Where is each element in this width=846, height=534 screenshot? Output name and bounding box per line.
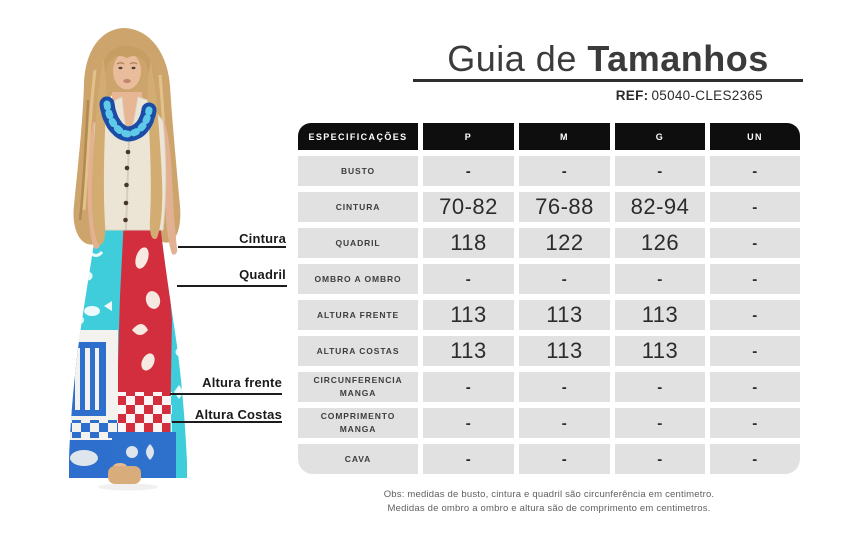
row-label-altura-costas: ALTURA COSTAS [298,336,418,366]
cell-altura-costas-un: - [710,336,800,366]
size-table: ESPECIFICAÇÕES P M G UN BUSTO - - - - CINTURA… [298,123,800,474]
cell-circunferencia-manga-m: - [519,372,610,402]
row-label-cava: CAVA [298,444,418,474]
measure-label-altura-frente: Altura frente [202,375,282,390]
cell-cava-m: - [519,444,610,474]
cell-quadril-m: 122 [519,228,610,258]
cell-cava-p: - [423,444,514,474]
col-header-un: UN [710,123,800,150]
page-title: Guia de Tamanhos [413,38,803,80]
model-shadow [98,483,158,491]
col-header-m: M [519,123,610,150]
measure-line-altura-frente [170,393,282,395]
row-label-comprimento-manga: COMPRIMENTO MANGA [298,408,418,438]
cell-circunferencia-manga-p: - [423,372,514,402]
measure-label-cintura: Cintura [239,231,286,246]
cell-comprimento-manga-m: - [519,408,610,438]
page-title-light: Guia de [447,38,588,79]
measure-label-quadril: Quadril [239,267,286,282]
cell-altura-frente-un: - [710,300,800,330]
cell-cintura-un: - [710,192,800,222]
model-face [100,46,154,104]
cell-busto-m: - [519,156,610,186]
cell-altura-costas-m: 113 [519,336,610,366]
footnote: Obs: medidas de busto, cintura e quadril… [298,488,800,516]
cell-ombro-a-ombro-un: - [710,264,800,294]
cell-altura-frente-g: 113 [615,300,705,330]
footnote-line-1: Obs: medidas de busto, cintura e quadril… [383,489,715,500]
cell-quadril-p: 118 [423,228,514,258]
col-header-p: P [423,123,514,150]
cell-ombro-a-ombro-p: - [423,264,514,294]
row-label-quadril: QUADRIL [298,228,418,258]
ref-line: REF: 05040-CLES2365 [453,88,763,103]
cell-cintura-g: 82-94 [615,192,705,222]
row-label-altura-frente: ALTURA FRENTE [298,300,418,330]
measure-line-quadril [177,285,287,287]
ref-label: REF: [615,88,649,103]
cell-busto-un: - [710,156,800,186]
cell-busto-p: - [423,156,514,186]
col-header-especificacoes: ESPECIFICAÇÕES [298,123,418,150]
title-underline [413,79,803,82]
row-label-circunferencia-manga: CIRCUNFERENCIA MANGA [298,372,418,402]
cell-altura-costas-g: 113 [615,336,705,366]
cell-quadril-un: - [710,228,800,258]
measure-line-altura-costas [172,421,282,423]
measure-line-cintura [178,246,286,248]
measure-label-altura-costas: Altura Costas [194,407,282,422]
cell-cava-un: - [710,444,800,474]
cell-cava-g: - [615,444,705,474]
cell-ombro-a-ombro-g: - [615,264,705,294]
cell-circunferencia-manga-g: - [615,372,705,402]
footnote-line-2: Medidas de ombro a ombro e altura são de… [387,502,711,514]
cell-quadril-g: 126 [615,228,705,258]
model-sandal [108,463,141,484]
row-label-busto: BUSTO [298,156,418,186]
cell-altura-frente-p: 113 [423,300,514,330]
cell-altura-costas-p: 113 [423,336,514,366]
row-label-ombro-a-ombro: OMBRO A OMBRO [298,264,418,294]
cell-comprimento-manga-g: - [615,408,705,438]
page-title-bold: Tamanhos [587,38,769,79]
col-header-g: G [615,123,705,150]
cell-comprimento-manga-un: - [710,408,800,438]
cell-circunferencia-manga-un: - [710,372,800,402]
model-photo [69,28,187,491]
row-label-cintura: CINTURA [298,192,418,222]
model-necklace [99,96,157,142]
cell-busto-g: - [615,156,705,186]
cell-cintura-p: 70-82 [423,192,514,222]
model-skirt [69,222,187,478]
cell-comprimento-manga-p: - [423,408,514,438]
cell-altura-frente-m: 113 [519,300,610,330]
ref-value: 05040-CLES2365 [651,88,763,103]
cell-cintura-m: 76-88 [519,192,610,222]
cell-ombro-a-ombro-m: - [519,264,610,294]
